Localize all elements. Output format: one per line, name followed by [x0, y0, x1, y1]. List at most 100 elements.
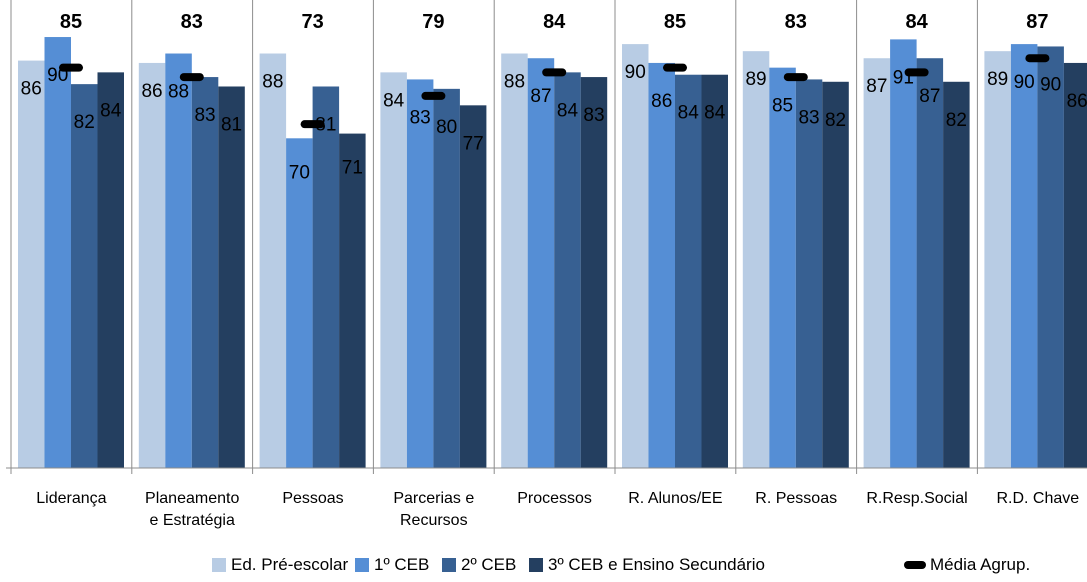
bar — [406, 79, 434, 469]
bar — [943, 81, 970, 468]
category-label-line: Recursos — [400, 512, 468, 529]
data-label: 84 — [704, 103, 726, 124]
bar — [984, 51, 1011, 468]
legend-label: Ed. Pré-escolar — [231, 555, 349, 574]
data-label: 77 — [463, 133, 484, 154]
category-label-line: Parcerias e — [393, 490, 474, 507]
data-label: 82 — [825, 110, 846, 131]
legend-item-2-ceb: 2º CEB — [442, 552, 516, 578]
bar — [218, 86, 245, 469]
data-label: 88 — [262, 72, 283, 93]
bar — [769, 67, 796, 469]
legend: Ed. Pré-escolar 1º CEB 2º CEB 3º CEB e E… — [0, 552, 1087, 578]
data-label: 88 — [168, 82, 189, 103]
average-marker — [59, 63, 83, 72]
data-label: 82 — [74, 112, 95, 133]
legend-swatch — [212, 558, 226, 572]
average-marker — [783, 73, 808, 82]
bar — [44, 37, 71, 468]
bar — [916, 58, 944, 468]
bar — [380, 72, 407, 469]
average-marker — [421, 91, 446, 100]
category-label-line: Planeamento — [145, 490, 239, 507]
category-label-line: e Estratégia — [150, 512, 235, 529]
data-label: 87 — [866, 76, 887, 97]
legend-label: Média Agrup. — [930, 555, 1031, 574]
bar — [18, 60, 45, 469]
average-value-label: 85 — [60, 11, 82, 33]
data-label: 83 — [410, 107, 431, 128]
data-label: 71 — [342, 158, 363, 179]
bar — [580, 77, 608, 468]
bar — [259, 53, 287, 469]
bar — [165, 53, 192, 469]
category-label: R. Pessoas — [755, 490, 837, 507]
bar — [459, 105, 487, 468]
category-label-line: R.D. Chave — [996, 490, 1079, 507]
category-label: R. Alunos/EE — [628, 490, 722, 507]
legend-item-media-agrup: Média Agrup. — [904, 552, 1030, 578]
bar — [890, 39, 917, 468]
category-label-line: Liderança — [36, 490, 106, 507]
legend-swatch — [355, 558, 369, 572]
average-value-label: 79 — [422, 11, 444, 33]
bar — [701, 74, 728, 468]
average-marker — [179, 73, 204, 82]
bar — [1063, 62, 1087, 468]
average-value-label: 85 — [664, 11, 686, 33]
bar — [863, 58, 891, 468]
bar — [822, 81, 849, 468]
average-marker — [542, 68, 567, 77]
data-label: 90 — [1040, 74, 1061, 95]
data-label: 84 — [383, 90, 405, 111]
category-label-line: R.Resp.Social — [866, 490, 967, 507]
data-label: 89 — [745, 69, 766, 90]
bar — [71, 84, 98, 468]
bars-layer — [18, 37, 1087, 469]
data-label: 83 — [194, 105, 215, 126]
bar — [795, 79, 823, 469]
legend-item-3-ceb-secundario: 3º CEB e Ensino Secundário — [529, 552, 765, 578]
legend-swatch — [442, 558, 456, 572]
category-label: Planeamento e Estratégia — [145, 490, 239, 529]
bar — [1010, 44, 1038, 468]
legend-line-marker — [904, 561, 926, 569]
average-marker — [300, 120, 325, 129]
category-label: Liderança — [36, 490, 106, 507]
legend-label: 3º CEB e Ensino Secundário — [548, 555, 765, 574]
bar — [191, 77, 219, 468]
data-label: 84 — [678, 103, 700, 124]
data-label: 89 — [987, 69, 1008, 90]
data-label: 70 — [289, 162, 310, 183]
category-label-line: Pessoas — [282, 490, 343, 507]
average-marker — [1025, 54, 1050, 63]
bar — [554, 72, 581, 469]
bar — [286, 138, 313, 469]
bar — [527, 58, 555, 468]
average-marker — [663, 63, 687, 72]
data-label: 82 — [946, 110, 967, 131]
data-label: 88 — [504, 72, 525, 93]
bar — [501, 53, 528, 469]
average-value-label: 83 — [181, 11, 203, 33]
data-label: 84 — [100, 100, 122, 121]
bar — [742, 51, 770, 468]
data-label: 86 — [651, 91, 672, 112]
average-value-label: 73 — [301, 11, 323, 33]
legend-item-ed-pre-escolar: Ed. Pré-escolar — [212, 552, 348, 578]
data-label: 87 — [530, 86, 551, 107]
average-value-label: 84 — [543, 11, 566, 33]
average-value-label: 87 — [1026, 11, 1048, 33]
data-label: 86 — [1067, 91, 1087, 112]
category-label: Parcerias e Recursos — [393, 490, 474, 529]
bar — [622, 44, 649, 468]
legend-swatch — [529, 558, 543, 572]
bar — [138, 62, 166, 468]
data-label: 84 — [557, 100, 579, 121]
category-label: Processos — [517, 490, 592, 507]
legend-label: 1º CEB — [374, 555, 430, 574]
data-label: 81 — [315, 114, 336, 135]
category-label: R.D. Chave — [996, 490, 1079, 507]
